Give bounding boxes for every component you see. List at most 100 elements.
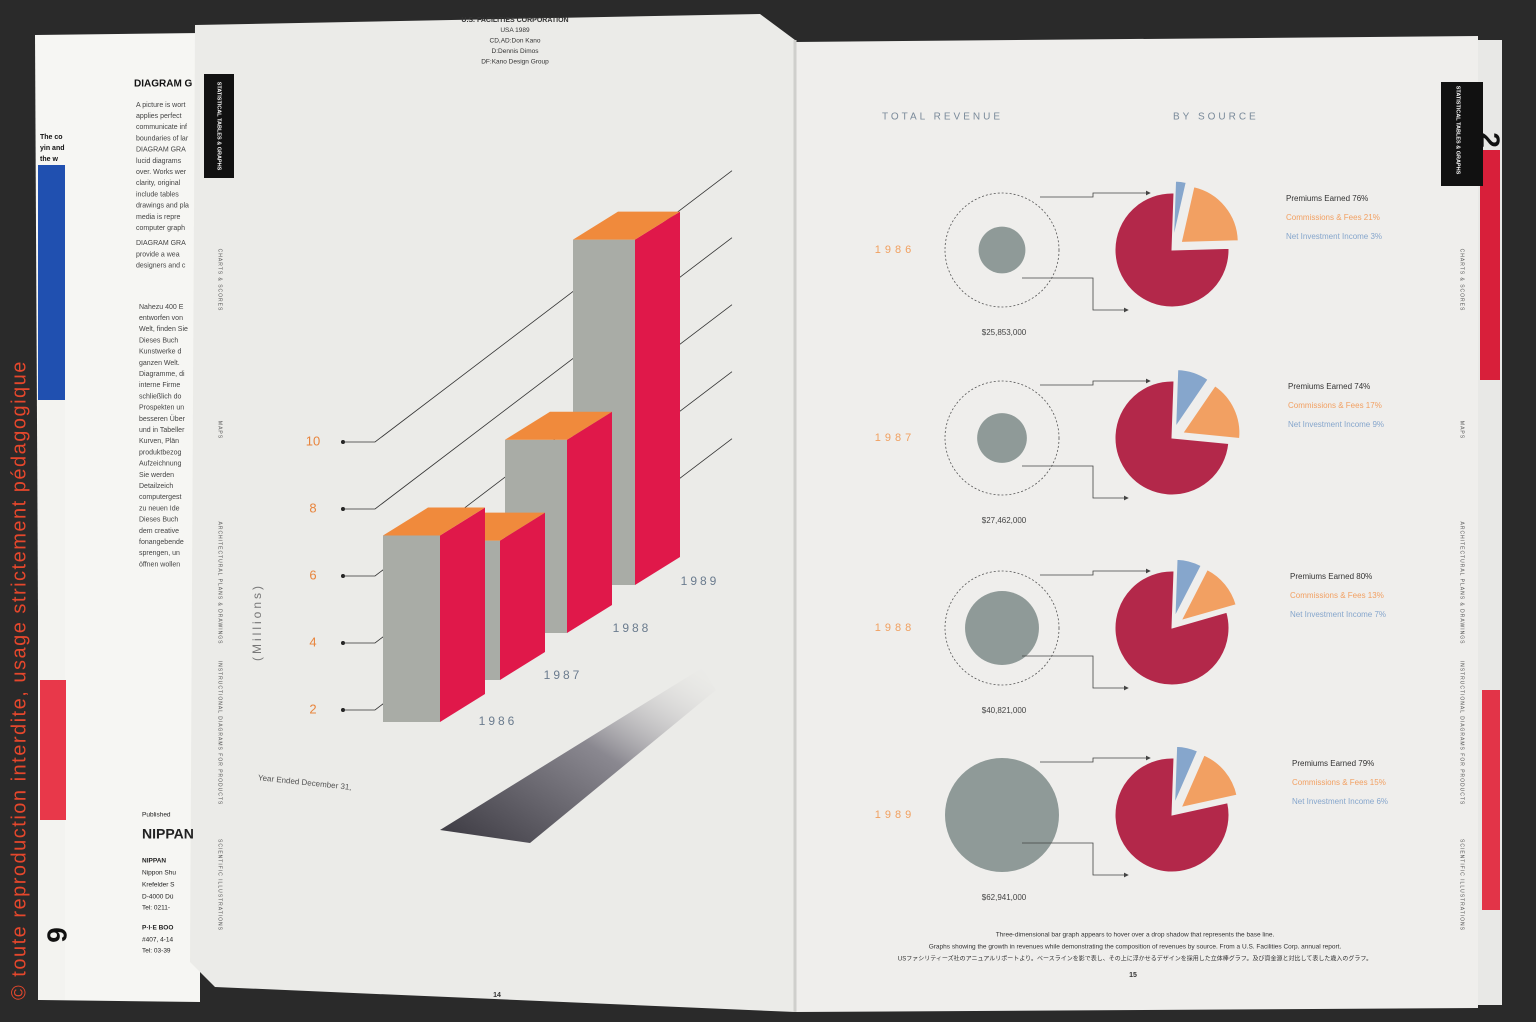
tab-label: STATISTICAL TABLES & GRAPHS <box>1455 86 1461 175</box>
legend-entry: Premiums Earned 79% <box>1292 759 1374 768</box>
text-line: Dieses Buch <box>139 517 178 524</box>
side-section: MAPS <box>1459 421 1465 439</box>
legend-entry: Premiums Earned 76% <box>1286 194 1368 203</box>
pie-slice <box>1180 186 1239 243</box>
text-line: Kunstwerke d <box>139 349 182 356</box>
footer-line: NIPPAN <box>142 826 194 842</box>
revenue-circle <box>945 758 1059 872</box>
pie-slice <box>1114 757 1230 873</box>
page-number: 14 <box>493 992 501 999</box>
text-line: besseren Über <box>139 415 186 423</box>
revenue-circle <box>978 226 1026 274</box>
credit: U.S. FACILITIES CORPORATION <box>461 17 568 24</box>
bar-top <box>505 411 612 440</box>
pie-slice <box>1175 369 1209 429</box>
dashed-ring <box>944 380 1060 496</box>
legend-entry: Net Investment Income 7% <box>1290 610 1386 619</box>
text-line: computer graph <box>136 225 185 232</box>
bar-top <box>573 211 680 240</box>
footer-line: NIPPAN <box>142 858 166 865</box>
connector <box>1040 568 1151 576</box>
text-line: öffnen wollen <box>139 561 180 568</box>
section-title: TOTAL REVENUE <box>882 112 1003 123</box>
text-line: Kurven, Plän <box>139 438 179 445</box>
y-tick-label: 6 <box>309 567 316 582</box>
text-line: provide a wea <box>136 251 180 258</box>
side-section: SCIENTIFIC ILLUSTRATIONS <box>1459 839 1465 931</box>
bar-side <box>500 512 545 680</box>
text-line: designers and c <box>136 263 186 270</box>
axis-title: (Millions) <box>250 583 264 661</box>
pie-slice <box>1174 558 1202 617</box>
text-line: Nahezu 400 E <box>139 304 184 311</box>
text-line: drawings and pla <box>136 203 189 210</box>
pie-slice <box>1173 180 1187 239</box>
tab-label: STATISTICAL TABLES & GRAPHS <box>216 82 222 171</box>
side-section: CHARTS & SCORES <box>217 249 223 312</box>
text-line: entworfen von <box>139 315 183 322</box>
tab-number: 2 <box>1475 132 1506 148</box>
watermark: © toute reproduction interdite, usage st… <box>8 360 30 1000</box>
revenue-circle <box>965 591 1039 665</box>
page-number: 15 <box>1129 972 1137 979</box>
text-line: und in Tabeller <box>139 427 185 434</box>
connector <box>1022 842 1129 878</box>
pie-slice <box>1114 380 1230 496</box>
text-line: the w <box>40 156 58 163</box>
side-section: MAPS <box>217 421 223 439</box>
right-page <box>795 36 1478 1012</box>
back-page <box>35 33 200 1002</box>
legend-entry: Net Investment Income 9% <box>1288 420 1384 429</box>
footer-line: Nippon Shu <box>142 870 176 877</box>
year-label: 1986 <box>875 244 915 256</box>
text-line: include tables <box>136 191 179 198</box>
text-line: clarity, original <box>136 180 181 187</box>
connector <box>1040 378 1151 386</box>
pie-slice <box>1181 385 1241 440</box>
text-line: computergest <box>139 494 181 501</box>
footer-line: Tel: 0211- <box>142 905 170 912</box>
connector <box>1022 277 1129 313</box>
legend-entry: Commissions & Fees 17% <box>1288 401 1382 410</box>
legend-entry: Premiums Earned 74% <box>1288 382 1370 391</box>
text-line: A picture is wort <box>136 102 185 109</box>
map-strip-red <box>40 680 66 820</box>
heading: DIAGRAM G <box>134 79 193 90</box>
legend-entry: Commissions & Fees 15% <box>1292 778 1386 787</box>
text-line: sprengen, un <box>139 550 180 557</box>
footer-line: P·I·E BOO <box>142 925 173 932</box>
text-line: produktbezog <box>139 449 182 456</box>
text-line: zu neuen Ide <box>139 505 180 512</box>
text-line: DIAGRAM GRA <box>136 147 186 154</box>
pie-slice <box>1114 192 1230 308</box>
text-line: Prospekten un <box>139 405 184 412</box>
text-line: fonangebende <box>139 539 184 546</box>
text-line: media is repre <box>136 214 180 221</box>
caption: Graphs showing the growth in revenues wh… <box>929 944 1342 951</box>
text-line: Sie werden <box>139 472 174 479</box>
footer-line: #407, 4-14 <box>142 937 173 944</box>
tab <box>204 74 234 178</box>
text-line: schließlich do <box>139 393 182 400</box>
legend-entry: Net Investment Income 3% <box>1286 232 1382 241</box>
y-tick-label: 10 <box>306 433 320 448</box>
legend-entry: Net Investment Income 6% <box>1292 797 1388 806</box>
x-tick-label: 1989 <box>681 574 720 588</box>
text-line: Aufzeichnung <box>139 461 182 468</box>
caption: USファシリティーズ社のアニュアルリポートより。ベースラインを影で表し、その上に… <box>898 955 1372 963</box>
side-section: INSTRUCTIONAL DIAGRAMS FOR PRODUCTS <box>1459 661 1465 806</box>
text-line: Welt, finden Sie <box>139 326 188 333</box>
year-label: 1989 <box>875 809 915 821</box>
x-tick-label: 1988 <box>613 621 652 635</box>
side-section: ARCHITECTURAL PLANS & DRAWINGS <box>217 522 223 645</box>
footer-line: Published <box>142 812 171 819</box>
footer-line: Krefelder S <box>142 882 175 889</box>
side-section: SCIENTIFIC ILLUSTRATIONS <box>217 839 223 931</box>
text-line: lucid diagrams <box>136 158 182 165</box>
bar-side <box>440 507 485 722</box>
credit: USA 1989 <box>500 27 530 34</box>
text-line: interne Firme <box>139 382 180 389</box>
pie-slice <box>1180 754 1238 809</box>
text-line: boundaries of lar <box>136 135 189 142</box>
footer-line: D-4000 Dü <box>142 894 174 901</box>
